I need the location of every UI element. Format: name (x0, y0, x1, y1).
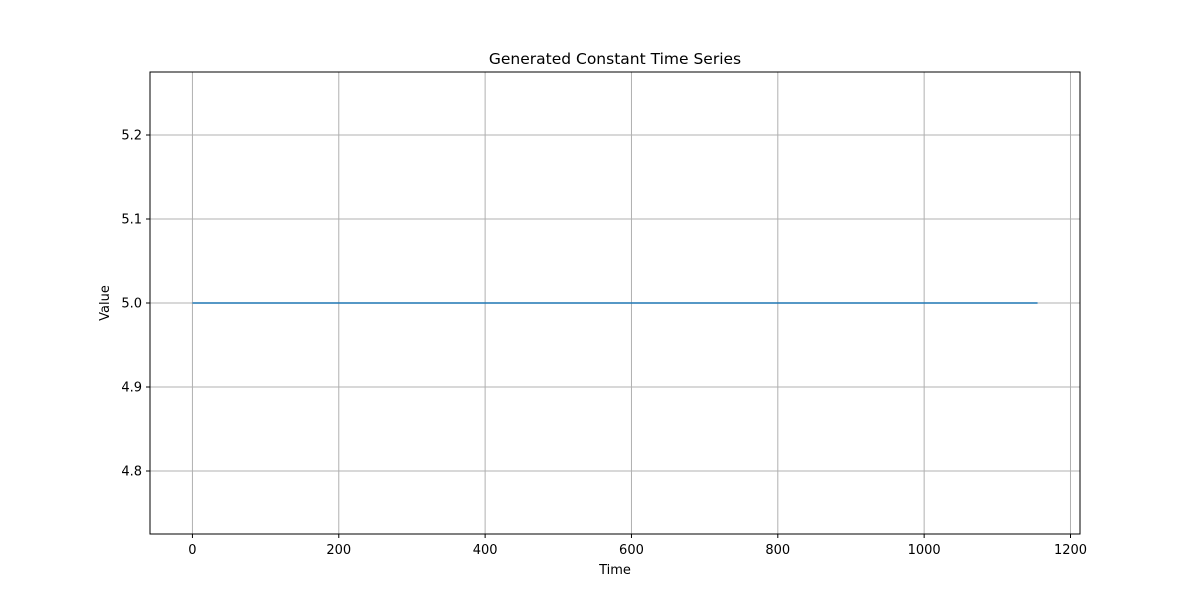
y-tick-label: 4.8 (121, 465, 142, 480)
grid (150, 72, 1080, 534)
y-tick-label: 5.0 (121, 297, 142, 312)
x-tick-label: 1200 (1054, 543, 1087, 558)
x-axis-title: Time (598, 563, 631, 578)
x-tick-label: 1000 (908, 543, 941, 558)
y-tick-label: 5.1 (121, 213, 142, 228)
x-tick-label: 600 (619, 543, 644, 558)
chart-title: Generated Constant Time Series (489, 50, 741, 68)
x-tick-label: 400 (473, 543, 498, 558)
y-tick-label: 5.2 (121, 129, 142, 144)
y-axis-title: Value (98, 285, 113, 321)
x-tick-label: 800 (765, 543, 790, 558)
y-axis: 4.8 4.9 5.0 5.1 5.2 (121, 129, 150, 480)
x-axis: 0 200 400 600 800 1000 1200 (188, 534, 1087, 558)
x-tick-label: 0 (188, 543, 196, 558)
y-tick-label: 4.9 (121, 381, 142, 396)
x-tick-label: 200 (326, 543, 351, 558)
